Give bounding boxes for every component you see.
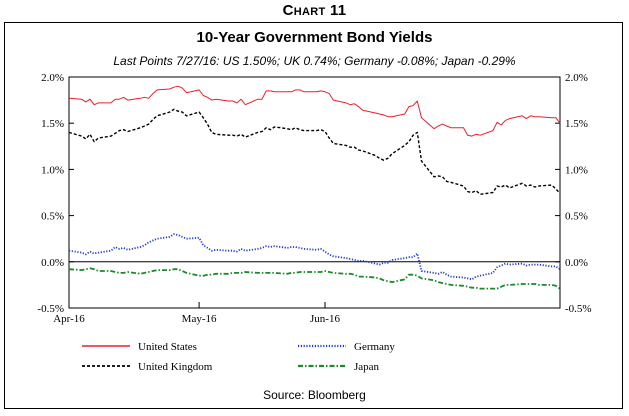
legend-label-germany: Germany xyxy=(354,341,395,353)
y-tick-label-left: 1.0% xyxy=(41,164,64,176)
y-tick-label-right: 0.0% xyxy=(565,257,588,269)
legend-label-united-kingdom: United Kingdom xyxy=(138,361,213,373)
x-tick-label: May-16 xyxy=(182,313,217,325)
series-line-germany xyxy=(68,233,561,281)
source-note: Source: Bloomberg xyxy=(263,388,366,402)
legend-label-united-states: United States xyxy=(138,341,197,353)
x-tick-label: Jun-16 xyxy=(310,313,340,325)
y-tick-label-left: 0.0% xyxy=(41,257,64,269)
y-tick-label-left: 2.0% xyxy=(41,72,64,84)
y-tick-label-right: 1.5% xyxy=(565,118,588,130)
y-tick-label-left: -0.5% xyxy=(37,303,64,315)
legend-label-japan: Japan xyxy=(354,361,380,373)
y-tick-label-right: 2.0% xyxy=(565,72,588,84)
chart-title: 10-Year Government Bond Yields xyxy=(196,29,433,46)
series-line-united-states xyxy=(68,85,561,137)
chart-subtitle: Last Points 7/27/16: US 1.50%; UK 0.74%;… xyxy=(113,54,516,68)
chart-frame xyxy=(4,22,623,409)
y-tick-label-left: 1.5% xyxy=(41,118,64,130)
x-tick-label: Apr-16 xyxy=(53,313,85,325)
y-tick-label-right: 1.0% xyxy=(565,164,588,176)
y-tick-label-left: 0.5% xyxy=(41,211,64,223)
y-tick-label-right: -0.5% xyxy=(565,303,592,315)
plot-area-border xyxy=(68,76,561,309)
series-line-japan xyxy=(68,267,561,290)
series-line-united-kingdom xyxy=(68,108,561,196)
y-tick-label-right: 0.5% xyxy=(565,211,588,223)
chart-number: Chart 11 xyxy=(282,2,347,19)
